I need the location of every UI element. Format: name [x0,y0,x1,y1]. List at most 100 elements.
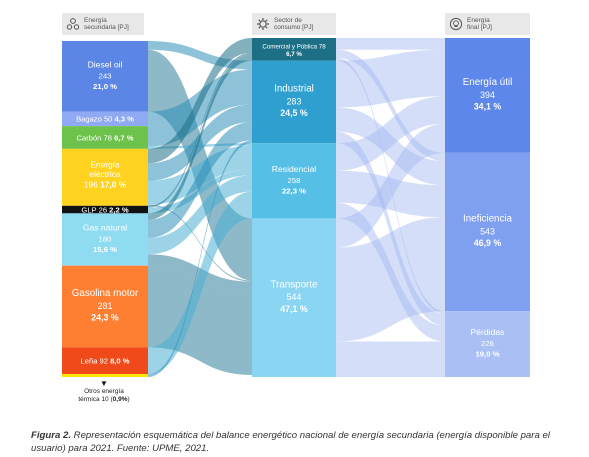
secondary-glp-value: 26 [99,205,110,214]
secondary-lena-value: 92 [100,357,111,366]
other-thermal-note: ▼ Otros energía térmica 10 (0,9%) [58,380,150,404]
flows-secondary-to-sector [148,38,252,377]
secondary-bagazo-value: 50 [104,115,115,124]
secondary-node-gas-bar [62,213,148,266]
figure-caption: Figura 2. Representación esquemática del… [31,429,571,455]
secondary-electrica-value-pct: 196 17,0 % [84,179,127,189]
secondary-gasolina-pct: 24,3 % [91,313,119,323]
flow-left-lena-residencial [148,191,252,375]
sector-residencial-pct: 22,3 % [282,186,306,195]
secondary-carbon-value: 78 [104,133,115,142]
sector-industrial-pct: 24,5 % [280,108,308,118]
secondary-carbon-pct: 6,7 % [114,133,134,142]
sector-comercial-label-value: Comercial y Pública 78 [262,43,326,50]
secondary-bagazo-label: Bagazo [76,115,104,124]
flow-right-residencial-util [336,96,445,171]
final-util-pct: 34,1 % [474,102,502,112]
sector-transporte-value: 544 [287,292,302,302]
secondary-header-line1: Energía [84,17,107,24]
secondary-header-line2: secundaria [PJ] [84,24,129,31]
flow-right-industrial-perdidas [336,131,445,326]
gear-icon [257,18,269,30]
flow-left-glp-comercial [148,52,252,208]
secondary-node-gasolina-bar [62,265,148,348]
down-triangle-icon: ▼ [100,379,108,388]
final-node-util: Energía útil 394 34,1 % [445,38,530,153]
sector-column-header: Sector de consumo [PJ] [252,13,336,35]
secondary-column-header: Energía secundaria [PJ] [62,13,144,35]
secondary-gas-value: 180 [99,235,112,244]
final-util-label: Energía útil [463,77,513,88]
flow-right-transporte-ineficiencia [336,217,445,342]
final-node-util-bar [445,38,530,153]
flow-right-residencial-perdidas [336,202,445,342]
secondary-diesel-value: 243 [99,71,112,80]
sector-industrial-value: 283 [287,96,302,106]
secondary-glp-pct: 2,2 % [109,205,129,214]
secondary-electrica-label-line2: eléctrica [89,169,121,179]
flow-right-comercial-perdidas [336,57,445,315]
caption-prefix: Figura 2. [31,430,71,441]
final-perdidas-pct: 19,0 % [475,350,499,359]
flow-left-carbon-industrial [148,84,252,147]
energy-chain-icon [66,18,80,30]
final-util-value: 394 [480,90,495,100]
final-node-perdidas-bar [445,311,530,377]
final-header-line1: Energía [467,17,490,24]
sector-node-comercial: Comercial y Pública 786,7 % [252,38,336,61]
sector-node-transporte-bar [252,218,336,377]
flow-right-industrial-ineficiencia [336,107,445,186]
sector-header-line2: consumo [PJ] [274,24,314,31]
sector-industrial-label: Industrial [274,84,314,95]
secondary-electrica-label-line1: Energía [90,160,120,170]
flow-right-transporte-util [336,123,445,248]
secondary-bagazo-text: Bagazo 50 4,3 % [76,115,134,124]
final-perdidas-label: Pérdidas [471,327,505,337]
sector-header-line1: Sector de [274,17,302,24]
final-header-line2: final [PJ] [467,24,492,31]
secondary-node-otros [62,374,148,377]
lightbulb-icon [449,17,463,31]
other-note-pct: 0,9% [112,396,128,403]
secondary-node-diesel-bar [62,41,148,112]
secondary-node-glp-bar [62,205,148,214]
final-ineficiencia-label: Ineficiencia [463,214,513,225]
flow-right-residencial-ineficiencia [336,170,445,218]
secondary-node-lena-bar [62,347,148,375]
flow-right-comercial-util [336,38,445,50]
secondary-carbon-text: Carbón 78 6,7 % [76,133,133,142]
secondary-electrica-pct: 17,0 % [100,179,127,189]
sector-transporte-label: Transporte [270,279,318,290]
sector-node-transporte: Transporte 544 47,1 % [252,218,336,377]
secondary-node-gasolina: Gasolina motor 281 24,3 % [62,265,148,348]
flow-left-glp-residencial [148,169,252,214]
secondary-node-bagazo: Bagazo 50 4,3 % [62,111,148,127]
flow-left-gas-residencial [148,175,252,255]
final-node-ineficiencia-bar [445,152,530,312]
secondary-glp-text: GLP 26 2,2 % [81,205,128,214]
secondary-gas-label: Gas natural [83,222,128,232]
flow-left-electrica-industrial [148,104,252,181]
secondary-gasolina-value: 281 [98,301,113,311]
final-perdidas-value: 226 [481,339,494,348]
final-ineficiencia-value: 543 [480,226,495,236]
sector-node-residencial-bar [252,143,336,219]
secondary-node-otros-bar [62,374,148,377]
secondary-lena-label: Leña [81,357,100,366]
other-note-line1: Otros energía [84,388,124,395]
secondary-diesel-label: Diesel oil [88,59,123,69]
secondary-glp-label: GLP [81,205,98,214]
secondary-gasolina-label: Gasolina motor [72,288,139,299]
secondary-electrica-value: 196 [84,179,100,189]
secondary-node-electrica-bar [62,148,148,206]
secondary-gas-pct: 15,6 % [93,245,117,254]
caption-text: Representación esquemática del balance e… [31,430,550,454]
secondary-diesel-pct: 21,0 % [93,82,117,91]
secondary-node-carbon: Carbón 78 6,7 % [62,126,148,149]
flow-left-electrica-comercial [148,38,252,164]
